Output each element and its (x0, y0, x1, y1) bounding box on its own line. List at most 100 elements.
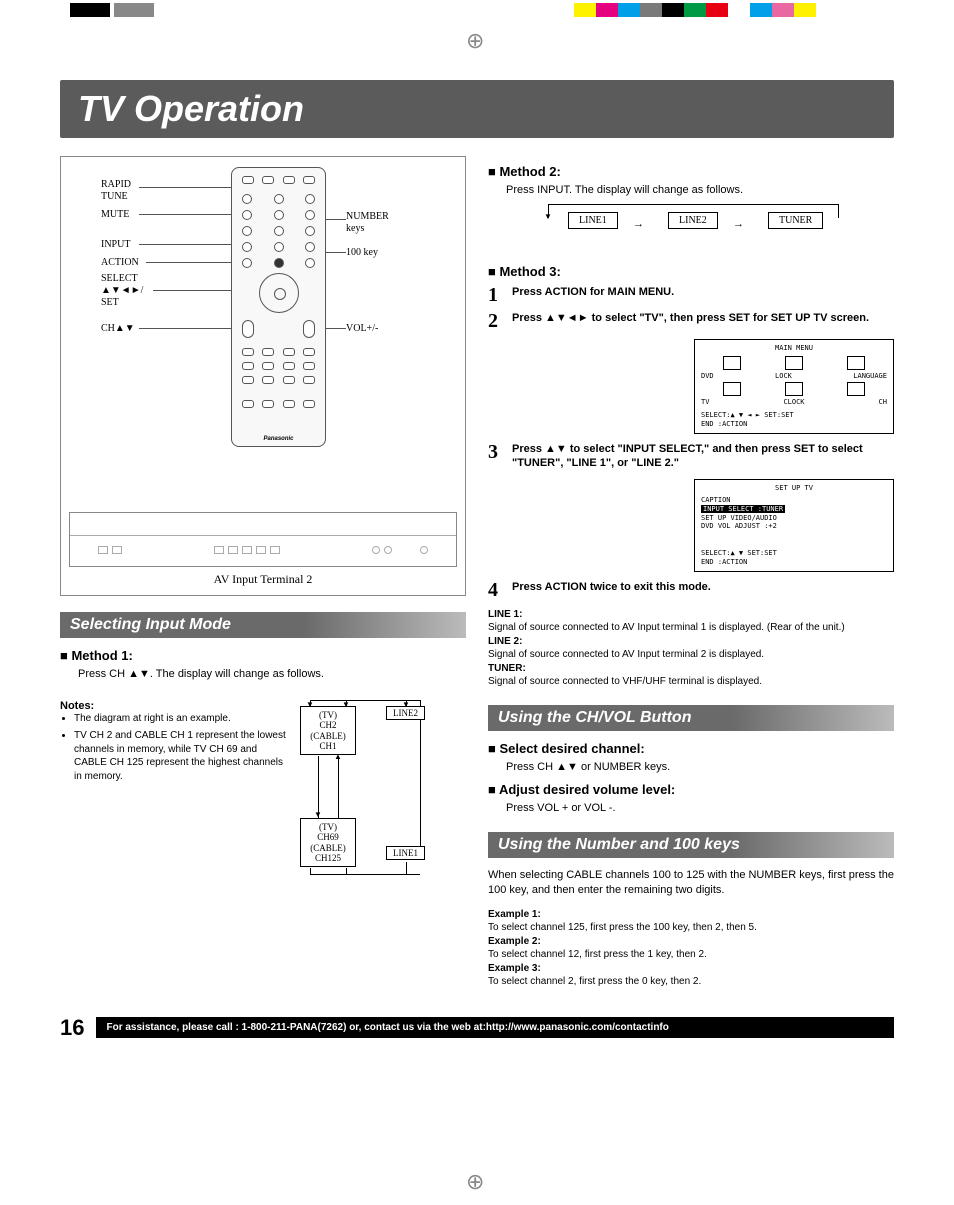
leader-line (139, 244, 234, 245)
label-vol: VOL+/- (346, 323, 378, 334)
def-head: LINE 1: (488, 609, 522, 620)
color-bar-strip (574, 3, 816, 17)
page-title: TV Operation (60, 80, 894, 138)
label-ch: CH▲▼ (101, 323, 135, 334)
example-text: To select channel 12, first press the 1 … (488, 949, 707, 960)
brand-label: Panasonic (232, 436, 325, 442)
section-selecting-input: Selecting Input Mode (60, 612, 466, 638)
left-column: RAPID TUNE MUTE INPUT ACTION SELECT ▲▼◄►… (60, 156, 466, 989)
arrow-right-icon: → (733, 218, 744, 230)
label-tune: TUNE (101, 191, 128, 202)
section-number-keys: Using the Number and 100 keys (488, 832, 894, 858)
label-set: SET (101, 297, 119, 308)
crosshair-bottom-icon: ⊕ (466, 1169, 484, 1195)
example-text: To select channel 125, first press the 1… (488, 922, 757, 933)
channel-flow-diagram: (TV)CH2(CABLE)CH1 (TV)CH69(CABLE)CH125 L… (300, 698, 466, 898)
leader-line (326, 252, 346, 253)
leader-line (326, 328, 346, 329)
step-text: Press ACTION twice to exit this mode. (512, 580, 894, 595)
osd-footer: END :ACTION (701, 420, 887, 429)
arrow-right-icon: → (633, 218, 644, 230)
adjust-volume-head: ■ Adjust desired volume level: (488, 782, 894, 797)
example-head: Example 3: (488, 963, 541, 974)
def-head: TUNER: (488, 663, 526, 674)
flow-line1: LINE1 (568, 212, 618, 229)
dpad-icon (259, 273, 299, 313)
label-keys: keys (346, 223, 364, 234)
osd-footer: SELECT:▲ ▼ SET:SET (701, 549, 887, 558)
footer-assistance-bar: For assistance, please call : 1-800-211-… (96, 1017, 894, 1038)
method1-text: Press CH ▲▼. The display will change as … (78, 667, 466, 682)
step-text: Press ▲▼ to select "INPUT SELECT," and t… (512, 442, 894, 472)
av-terminal-label: AV Input Terminal 2 (61, 572, 465, 587)
osd-line-highlighted: INPUT SELECT :TUNER (701, 505, 785, 513)
leader-line (139, 214, 234, 215)
osd-line: DVD VOL ADJUST :+2 (701, 522, 887, 531)
registration-marks (0, 0, 954, 20)
page-footer: 16 For assistance, please call : 1-800-2… (60, 1015, 894, 1041)
label-mute: MUTE (101, 209, 129, 220)
note-item: The diagram at right is an example. (74, 712, 290, 726)
label-rapid: RAPID (101, 179, 131, 190)
osd-footer: SELECT:▲ ▼ ◄ ► SET:SET (701, 411, 887, 420)
osd-title: SET UP TV (701, 484, 887, 493)
label-input: INPUT (101, 239, 130, 250)
ch-box-top: (TV)CH2(CABLE)CH1 (300, 706, 356, 755)
line-definitions: LINE 1: Signal of source connected to AV… (488, 608, 894, 689)
step-number: 2 (488, 311, 504, 331)
examples-block: Example 1: To select channel 125, first … (488, 908, 894, 989)
osd-footer: END :ACTION (701, 558, 887, 567)
remote-body: Panasonic (231, 167, 326, 447)
label-select-arrows: ▲▼◄►/ (101, 285, 143, 296)
def-text: Signal of source connected to AV Input t… (488, 649, 764, 660)
step-text: Press ▲▼◄► to select "TV", then press SE… (512, 311, 894, 326)
method2-text: Press INPUT. The display will change as … (506, 183, 894, 198)
step-4: 4 Press ACTION twice to exit this mode. (488, 580, 894, 600)
input-flow-diagram: LINE1 LINE2 TUNER → → ▼ (548, 204, 894, 244)
remote-figure: RAPID TUNE MUTE INPUT ACTION SELECT ▲▼◄►… (60, 156, 466, 596)
osd-line: CAPTION (701, 496, 887, 505)
step-2: 2 Press ▲▼◄► to select "TV", then press … (488, 311, 894, 331)
notes-list: The diagram at right is an example. TV C… (74, 712, 290, 784)
note-item: TV CH 2 and CABLE CH 1 represent the low… (74, 729, 290, 783)
number-keys-intro: When selecting CABLE channels 100 to 125… (488, 868, 894, 898)
section-ch-vol: Using the CH/VOL Button (488, 705, 894, 731)
select-channel-text: Press CH ▲▼ or NUMBER keys. (506, 760, 894, 775)
line1-box: LINE1 (386, 846, 425, 860)
page-number: 16 (60, 1015, 84, 1041)
example-text: To select channel 2, first press the 0 k… (488, 976, 701, 987)
step-number: 3 (488, 442, 504, 462)
reg-black-swatch (70, 3, 110, 17)
step-1: 1 Press ACTION for MAIN MENU. (488, 285, 894, 305)
reg-gray-swatch (114, 3, 154, 17)
step-number: 4 (488, 580, 504, 600)
osd-setup-tv: SET UP TV CAPTION INPUT SELECT :TUNER SE… (694, 479, 894, 571)
method3-head: ■ Method 3: (488, 264, 894, 279)
leader-line (139, 187, 234, 188)
def-head: LINE 2: (488, 636, 522, 647)
deck-figure (69, 512, 457, 567)
flow-line2: LINE2 (668, 212, 718, 229)
osd-main-menu: MAIN MENU DVDLOCKLANGUAGE TVCLOCKCH SELE… (694, 339, 894, 434)
example-head: Example 1: (488, 909, 541, 920)
flow-line (310, 874, 420, 875)
step-number: 1 (488, 285, 504, 305)
page-content: TV Operation RAPID TUNE MUTE INPUT ACTIO… (0, 20, 954, 1061)
def-text: Signal of source connected to VHF/UHF te… (488, 676, 762, 687)
label-action: ACTION (101, 257, 139, 268)
step-text: Press ACTION for MAIN MENU. (512, 285, 894, 300)
leader-line (146, 262, 234, 263)
method1-head: ■ Method 1: (60, 648, 466, 663)
leader-line (153, 290, 231, 291)
example-head: Example 2: (488, 936, 541, 947)
notes-head: Notes: (60, 700, 290, 712)
select-channel-head: ■ Select desired channel: (488, 741, 894, 756)
flow-tuner: TUNER (768, 212, 823, 229)
label-number: NUMBER (346, 211, 389, 222)
arrow-line (338, 756, 339, 818)
ch-box-bot: (TV)CH69(CABLE)CH125 (300, 818, 356, 867)
osd-line: SET UP VIDEO/AUDIO (701, 514, 887, 523)
step-3: 3 Press ▲▼ to select "INPUT SELECT," and… (488, 442, 894, 472)
label-100key: 100 key (346, 247, 378, 258)
leader-line (139, 328, 239, 329)
